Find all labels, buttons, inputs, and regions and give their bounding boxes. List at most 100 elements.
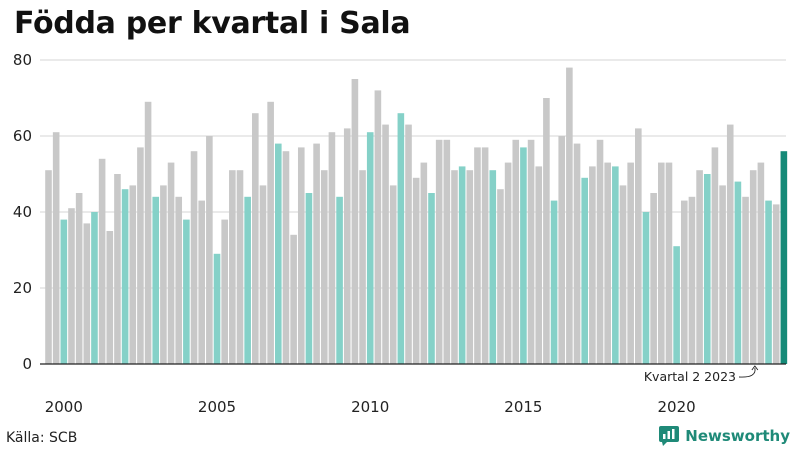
brand-name: Newsworthy (685, 427, 790, 445)
bar (428, 193, 435, 364)
bar (558, 136, 566, 364)
y-tick-label: 20 (13, 279, 32, 297)
x-axis-ticks: 2000 2005 2010 2015 2020 (45, 398, 696, 416)
bar (91, 212, 98, 364)
bar (98, 158, 106, 364)
bar (83, 223, 91, 364)
bar (757, 162, 765, 364)
bar (336, 196, 343, 364)
bar (152, 196, 160, 364)
bar (351, 79, 359, 364)
annotation-label: Kvartal 2 2023 (644, 369, 736, 384)
bar (780, 151, 788, 364)
bar (282, 151, 290, 364)
bar (680, 200, 688, 364)
bar (144, 101, 152, 365)
annotation-arrow (738, 367, 756, 378)
x-tick-label: 2005 (198, 398, 236, 416)
bar (512, 139, 520, 364)
bar (612, 166, 619, 364)
x-tick-label: 2010 (351, 398, 389, 416)
annotation-arrowhead (751, 365, 759, 371)
bar (106, 231, 114, 364)
x-tick-label: 2015 (504, 398, 542, 416)
bar (397, 113, 405, 364)
bar (52, 132, 60, 364)
bar (320, 170, 328, 364)
bar (121, 189, 129, 364)
bar (75, 193, 83, 364)
bars (45, 67, 788, 365)
bar (772, 204, 780, 364)
bar (412, 177, 420, 364)
source-note: Källa: SCB (6, 430, 78, 446)
bar (221, 219, 228, 364)
bar (535, 166, 543, 364)
bar (175, 196, 183, 364)
bar (665, 162, 673, 364)
y-tick-label: 0 (22, 355, 32, 373)
bar (405, 124, 412, 364)
bar (252, 113, 259, 364)
bar (481, 147, 489, 364)
bar (466, 170, 474, 364)
y-axis-ticks: 0 20 40 60 80 (13, 51, 32, 373)
x-tick-label: 2020 (658, 398, 696, 416)
bar (313, 143, 320, 364)
bar (749, 170, 757, 364)
bar (589, 166, 596, 364)
bar (68, 208, 75, 364)
y-tick-label: 60 (13, 127, 32, 145)
bar (566, 67, 573, 364)
bar (267, 101, 274, 365)
bar (458, 166, 466, 364)
bar (688, 196, 696, 364)
bar (297, 147, 305, 364)
bar (389, 185, 397, 364)
bar (213, 253, 221, 364)
bar (206, 136, 213, 364)
bar (451, 170, 458, 364)
bar (160, 185, 167, 364)
y-tick-label: 40 (13, 203, 32, 221)
bar (711, 147, 719, 364)
brand-logo[interactable]: Newsworthy (659, 426, 790, 446)
bar (703, 174, 711, 364)
bar (60, 219, 68, 364)
bar (167, 162, 175, 364)
newsworthy-logo-icon (659, 426, 680, 446)
bar (183, 219, 190, 364)
bar (45, 170, 52, 364)
bar (734, 181, 742, 364)
bar (129, 185, 137, 364)
bar (489, 170, 497, 364)
bar (305, 193, 313, 364)
bar (244, 196, 251, 364)
bar (259, 185, 267, 364)
bar (198, 200, 205, 364)
bar (382, 124, 389, 364)
x-tick-label: 2000 (45, 398, 83, 416)
bar (604, 162, 611, 364)
bar (596, 139, 604, 364)
bar (673, 246, 680, 364)
bar (374, 90, 382, 365)
bar (726, 124, 734, 364)
bar (343, 128, 351, 364)
bar (359, 170, 366, 364)
bar (658, 162, 665, 364)
bar (497, 189, 504, 364)
bar (527, 139, 535, 364)
bar (650, 193, 657, 364)
bar (543, 98, 550, 364)
bar (435, 139, 443, 364)
bar (573, 143, 581, 364)
bar (290, 234, 297, 364)
chart-title: Födda per kvartal i Sala (14, 6, 411, 41)
bar (443, 139, 451, 364)
bar (366, 132, 374, 364)
bar (236, 170, 244, 364)
bar (696, 170, 703, 364)
bar (229, 170, 236, 364)
